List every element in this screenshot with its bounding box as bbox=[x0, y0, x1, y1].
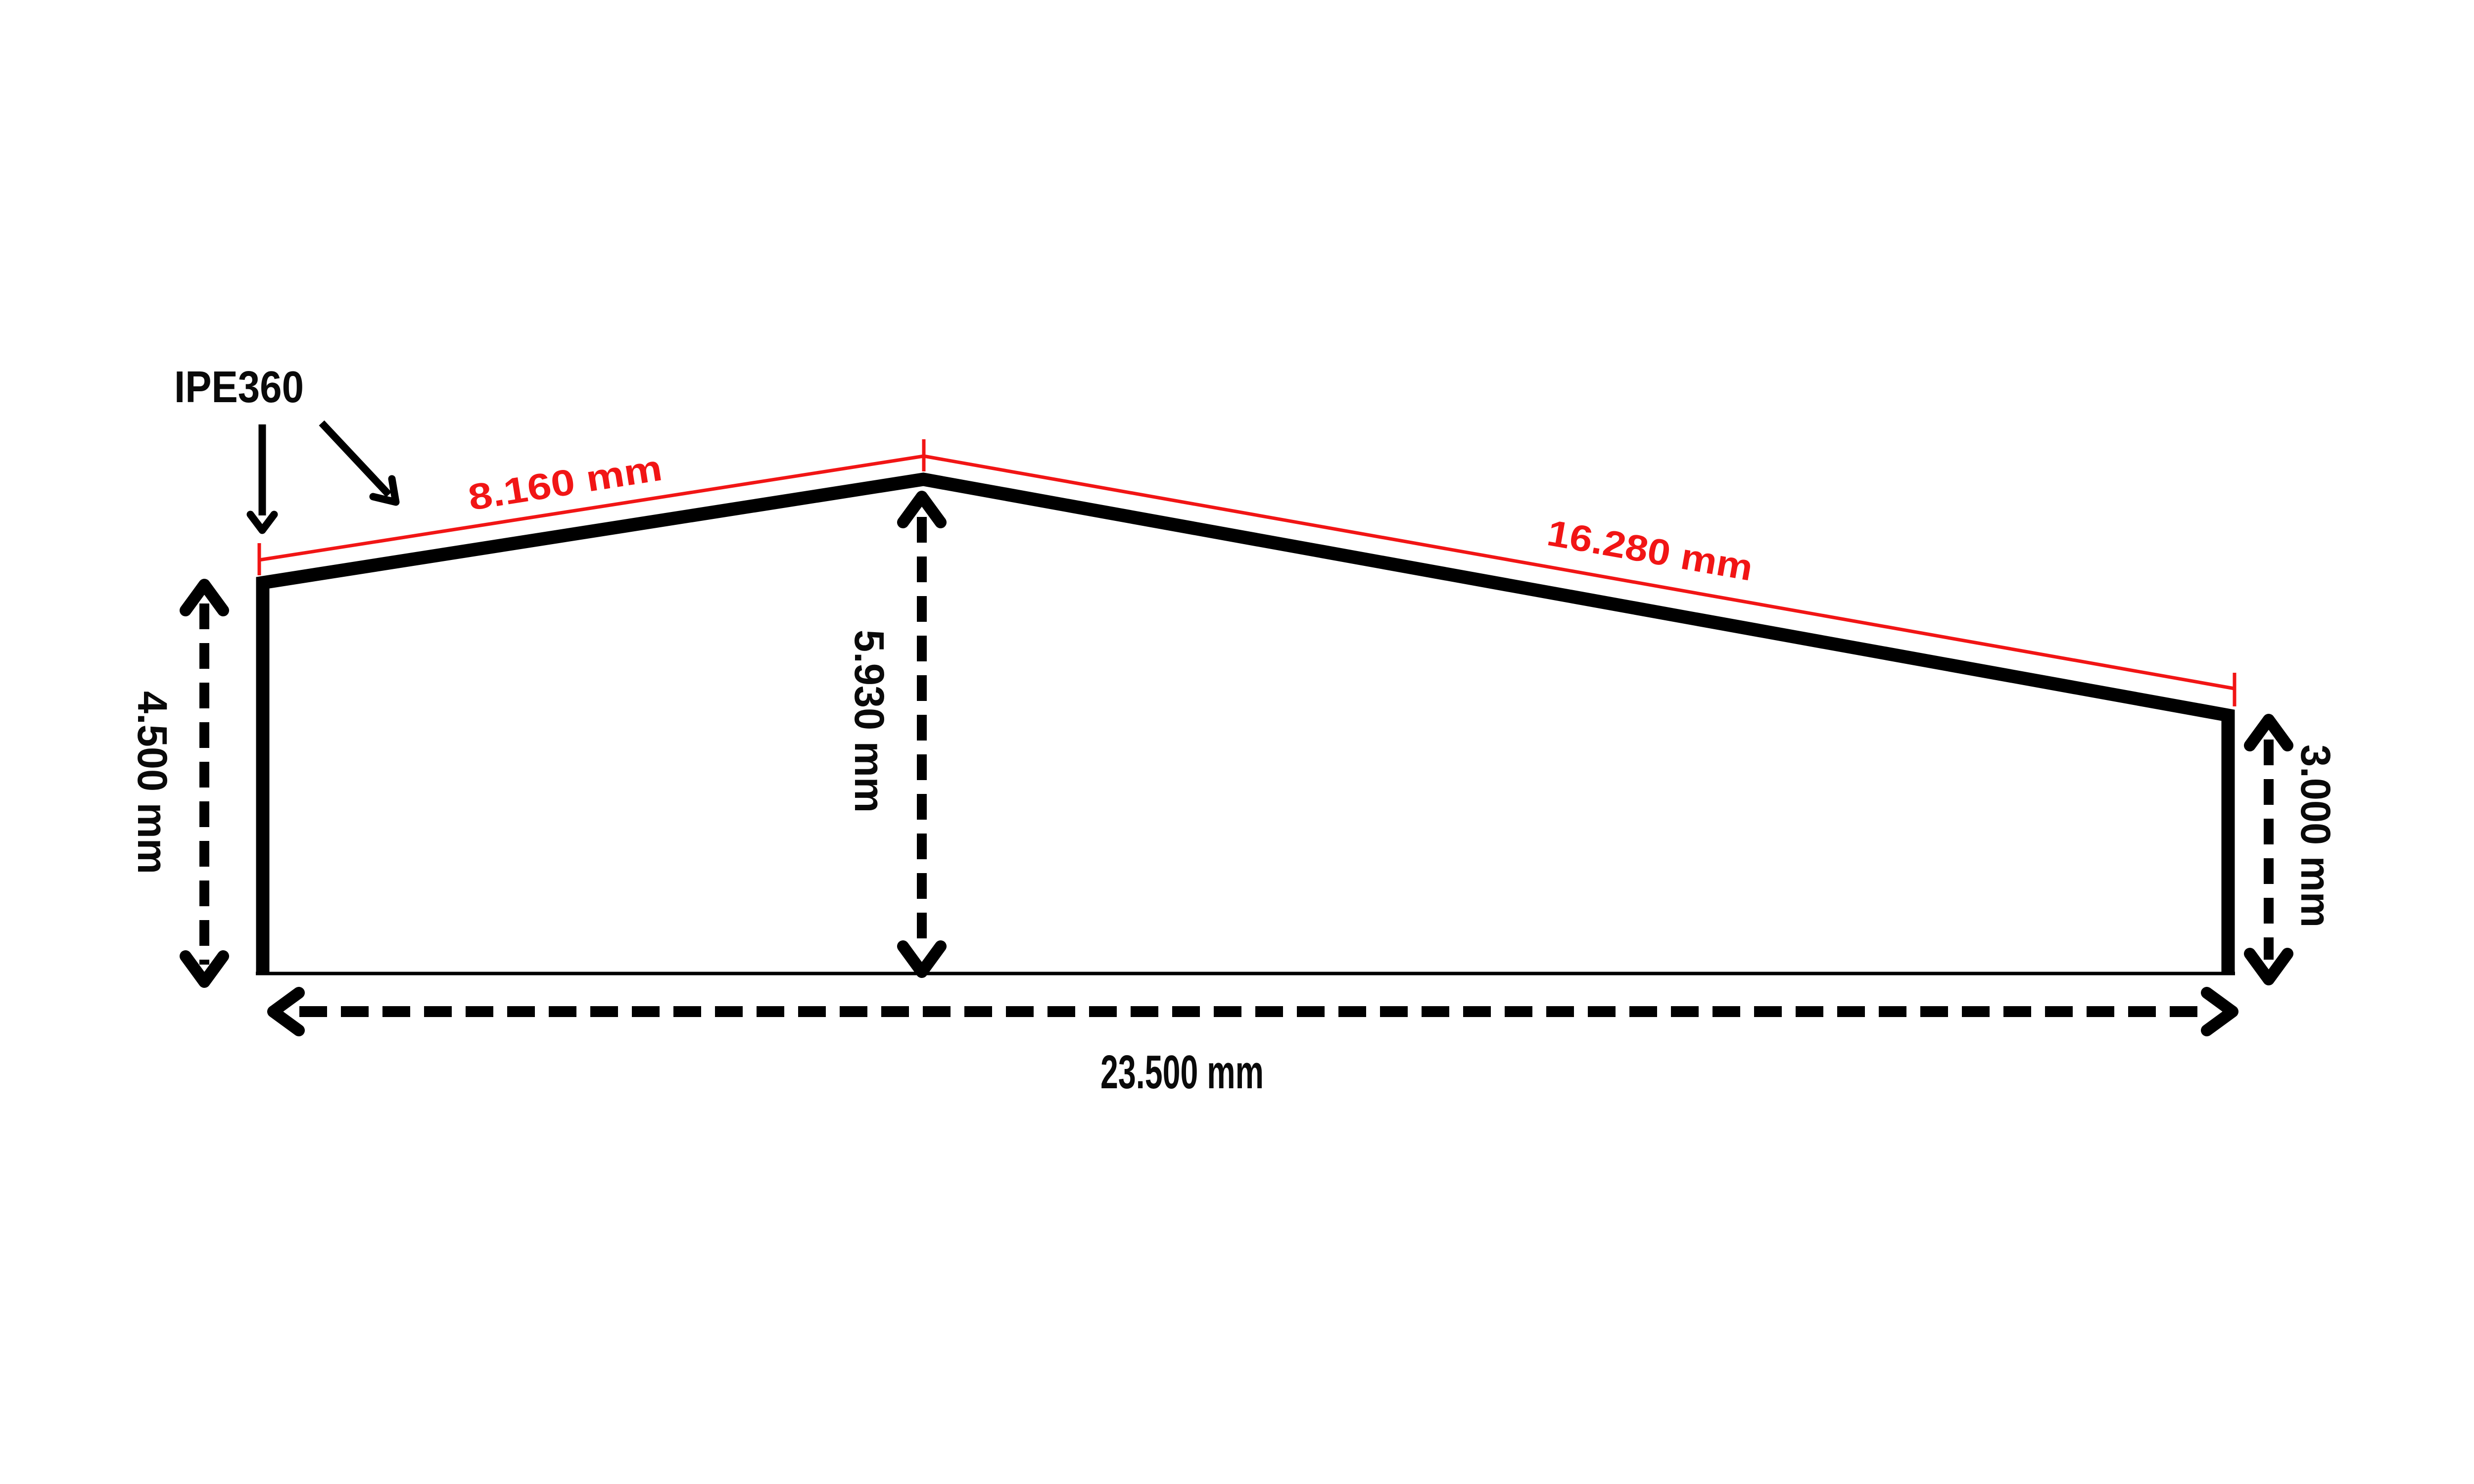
member-callout: IPE360 bbox=[174, 363, 400, 534]
total-span-dimension: 23.500 mm bbox=[267, 987, 2238, 1099]
arrowhead-down-icon bbox=[2244, 948, 2293, 985]
arrowhead-left-icon bbox=[267, 987, 305, 1036]
arrowhead-down-icon bbox=[897, 940, 947, 978]
right-rafter-length-label: 16.280 mm bbox=[1544, 512, 1756, 589]
arrowhead-right-icon bbox=[2201, 987, 2238, 1036]
left-eave-height-dimension: 4.500 mm bbox=[129, 579, 229, 988]
arrowhead-down-icon bbox=[246, 510, 278, 534]
right-eave-height-dimension: 3.000 mm bbox=[2244, 714, 2339, 985]
member-label: IPE360 bbox=[174, 363, 304, 412]
frame-member-outline bbox=[256, 472, 2235, 974]
left-rafter-dimension-line bbox=[259, 454, 924, 562]
arrowhead-up-icon bbox=[897, 491, 947, 528]
leader-line-to-rafter bbox=[319, 420, 392, 498]
right-rafter-dimension-line bbox=[923, 454, 2235, 691]
arrowhead-up-icon bbox=[180, 579, 229, 616]
ridge-height-label: 5.930 mm bbox=[846, 630, 893, 813]
ridge-height-dimension: 5.930 mm bbox=[846, 491, 947, 978]
arrowhead-down-icon bbox=[180, 950, 229, 988]
total-span-label: 23.500 mm bbox=[1100, 1046, 1264, 1099]
arrowhead-up-icon bbox=[2244, 714, 2293, 751]
left-rafter-length-label: 8.160 mm bbox=[466, 447, 665, 518]
right-eave-height-label: 3.000 mm bbox=[2292, 744, 2339, 928]
left-eave-height-label: 4.500 mm bbox=[129, 691, 176, 874]
arrowhead-diagonal-icon bbox=[369, 475, 400, 506]
red-dimension-lines bbox=[257, 439, 2236, 706]
